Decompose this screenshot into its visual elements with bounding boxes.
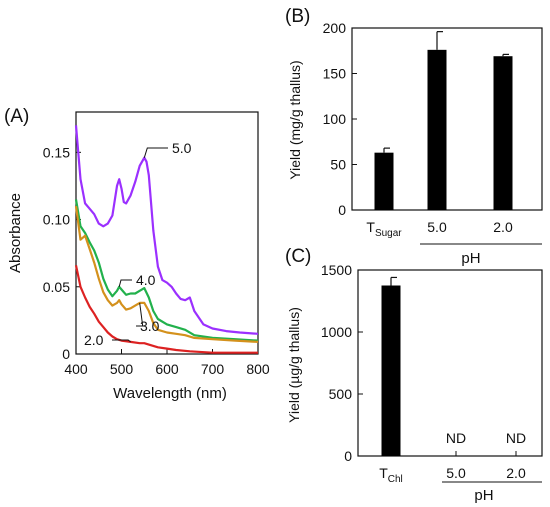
leader-line-ph-5.0 [143,147,168,158]
annotation-nd-2: ND [506,430,526,446]
y-tick-label-150: 150 [323,66,347,82]
y-tick-label-1500: 1500 [321,262,352,278]
leader-line-ph-2.0 [112,339,131,343]
panel-c-ph-label: pH [474,487,493,504]
y-tick-label-200: 200 [323,20,347,36]
series-label-ph-4.0: 4.0 [136,272,156,288]
category-label-1: 5.0 [427,219,447,235]
spectrum-line-ph-3.0 [74,205,259,343]
panel-c-label: (C) [285,246,311,267]
y-tick-label-3: 0.15 [43,144,70,160]
series-label-ph-5.0: 5.0 [172,140,192,156]
panel-a-x-axis-title: Wavelength (nm) [113,385,227,402]
x-tick-label-800: 800 [246,361,270,377]
y-tick-label-0: 0 [62,346,70,362]
y-tick-label-0: 0 [344,448,352,464]
series-label-ph-3.0: 3.0 [140,318,160,334]
bar-0 [381,285,401,456]
annotation-nd-1: ND [446,430,466,446]
category-label-0: TChl [379,465,403,485]
panel-c-y-axis-title: Yield (µg/g thallus) [286,307,302,423]
panel-b-label: (B) [285,6,310,27]
panel-c-plot-frame [357,269,543,457]
leader-line-ph-3.0 [136,302,144,327]
y-tick-label-1: 0.05 [43,279,70,295]
x-tick-label-400: 400 [64,361,88,377]
panel-a-absorbance-chart: (A) 400 500 600 700 800 0 0.05 0.10 0.15 5.0 4.0 3… [4,106,270,402]
y-tick-label-500: 500 [329,386,353,402]
bar-2 [493,56,513,211]
y-tick-label-1000: 1000 [321,324,352,340]
panel-a-y-axis-title: Absorbance [7,193,24,273]
category-label-0: TSugar [366,219,402,239]
panel-b-y-axis-title: Yield (mg/g thallus) [287,60,303,179]
x-tick-label-700: 700 [201,361,225,377]
y-tick-label-0: 0 [338,202,346,218]
panel-b-ph-label: pH [461,250,480,267]
leader-line-ph-4.0 [118,279,132,287]
category-label-1: 5.0 [446,465,466,481]
panel-c-yield-chart: (C) 0 500 1000 1500 TChl 5.0 2.0 ND ND pH Yield… [285,246,543,504]
bar-1 [427,49,447,211]
x-tick-label-600: 600 [155,361,179,377]
spectrum-line-ph-2.0 [74,265,258,354]
bar-0 [374,152,394,210]
spectrum-line-ph-4.0 [74,199,259,342]
category-label-2: 2.0 [493,219,513,235]
x-tick-label-500: 500 [110,361,134,377]
y-tick-label-50: 50 [330,157,346,173]
category-label-2: 2.0 [506,465,526,481]
y-tick-label-2: 0.10 [43,212,70,228]
panel-a-label: (A) [4,106,29,127]
panel-b-yield-chart: (B) 0 50 100 150 200 TSugar 5.0 2.0 pH Yield (m… [285,6,543,267]
y-tick-label-100: 100 [323,111,347,127]
series-label-ph-2.0: 2.0 [84,332,104,348]
spectrum-line-ph-5.0 [74,125,259,335]
